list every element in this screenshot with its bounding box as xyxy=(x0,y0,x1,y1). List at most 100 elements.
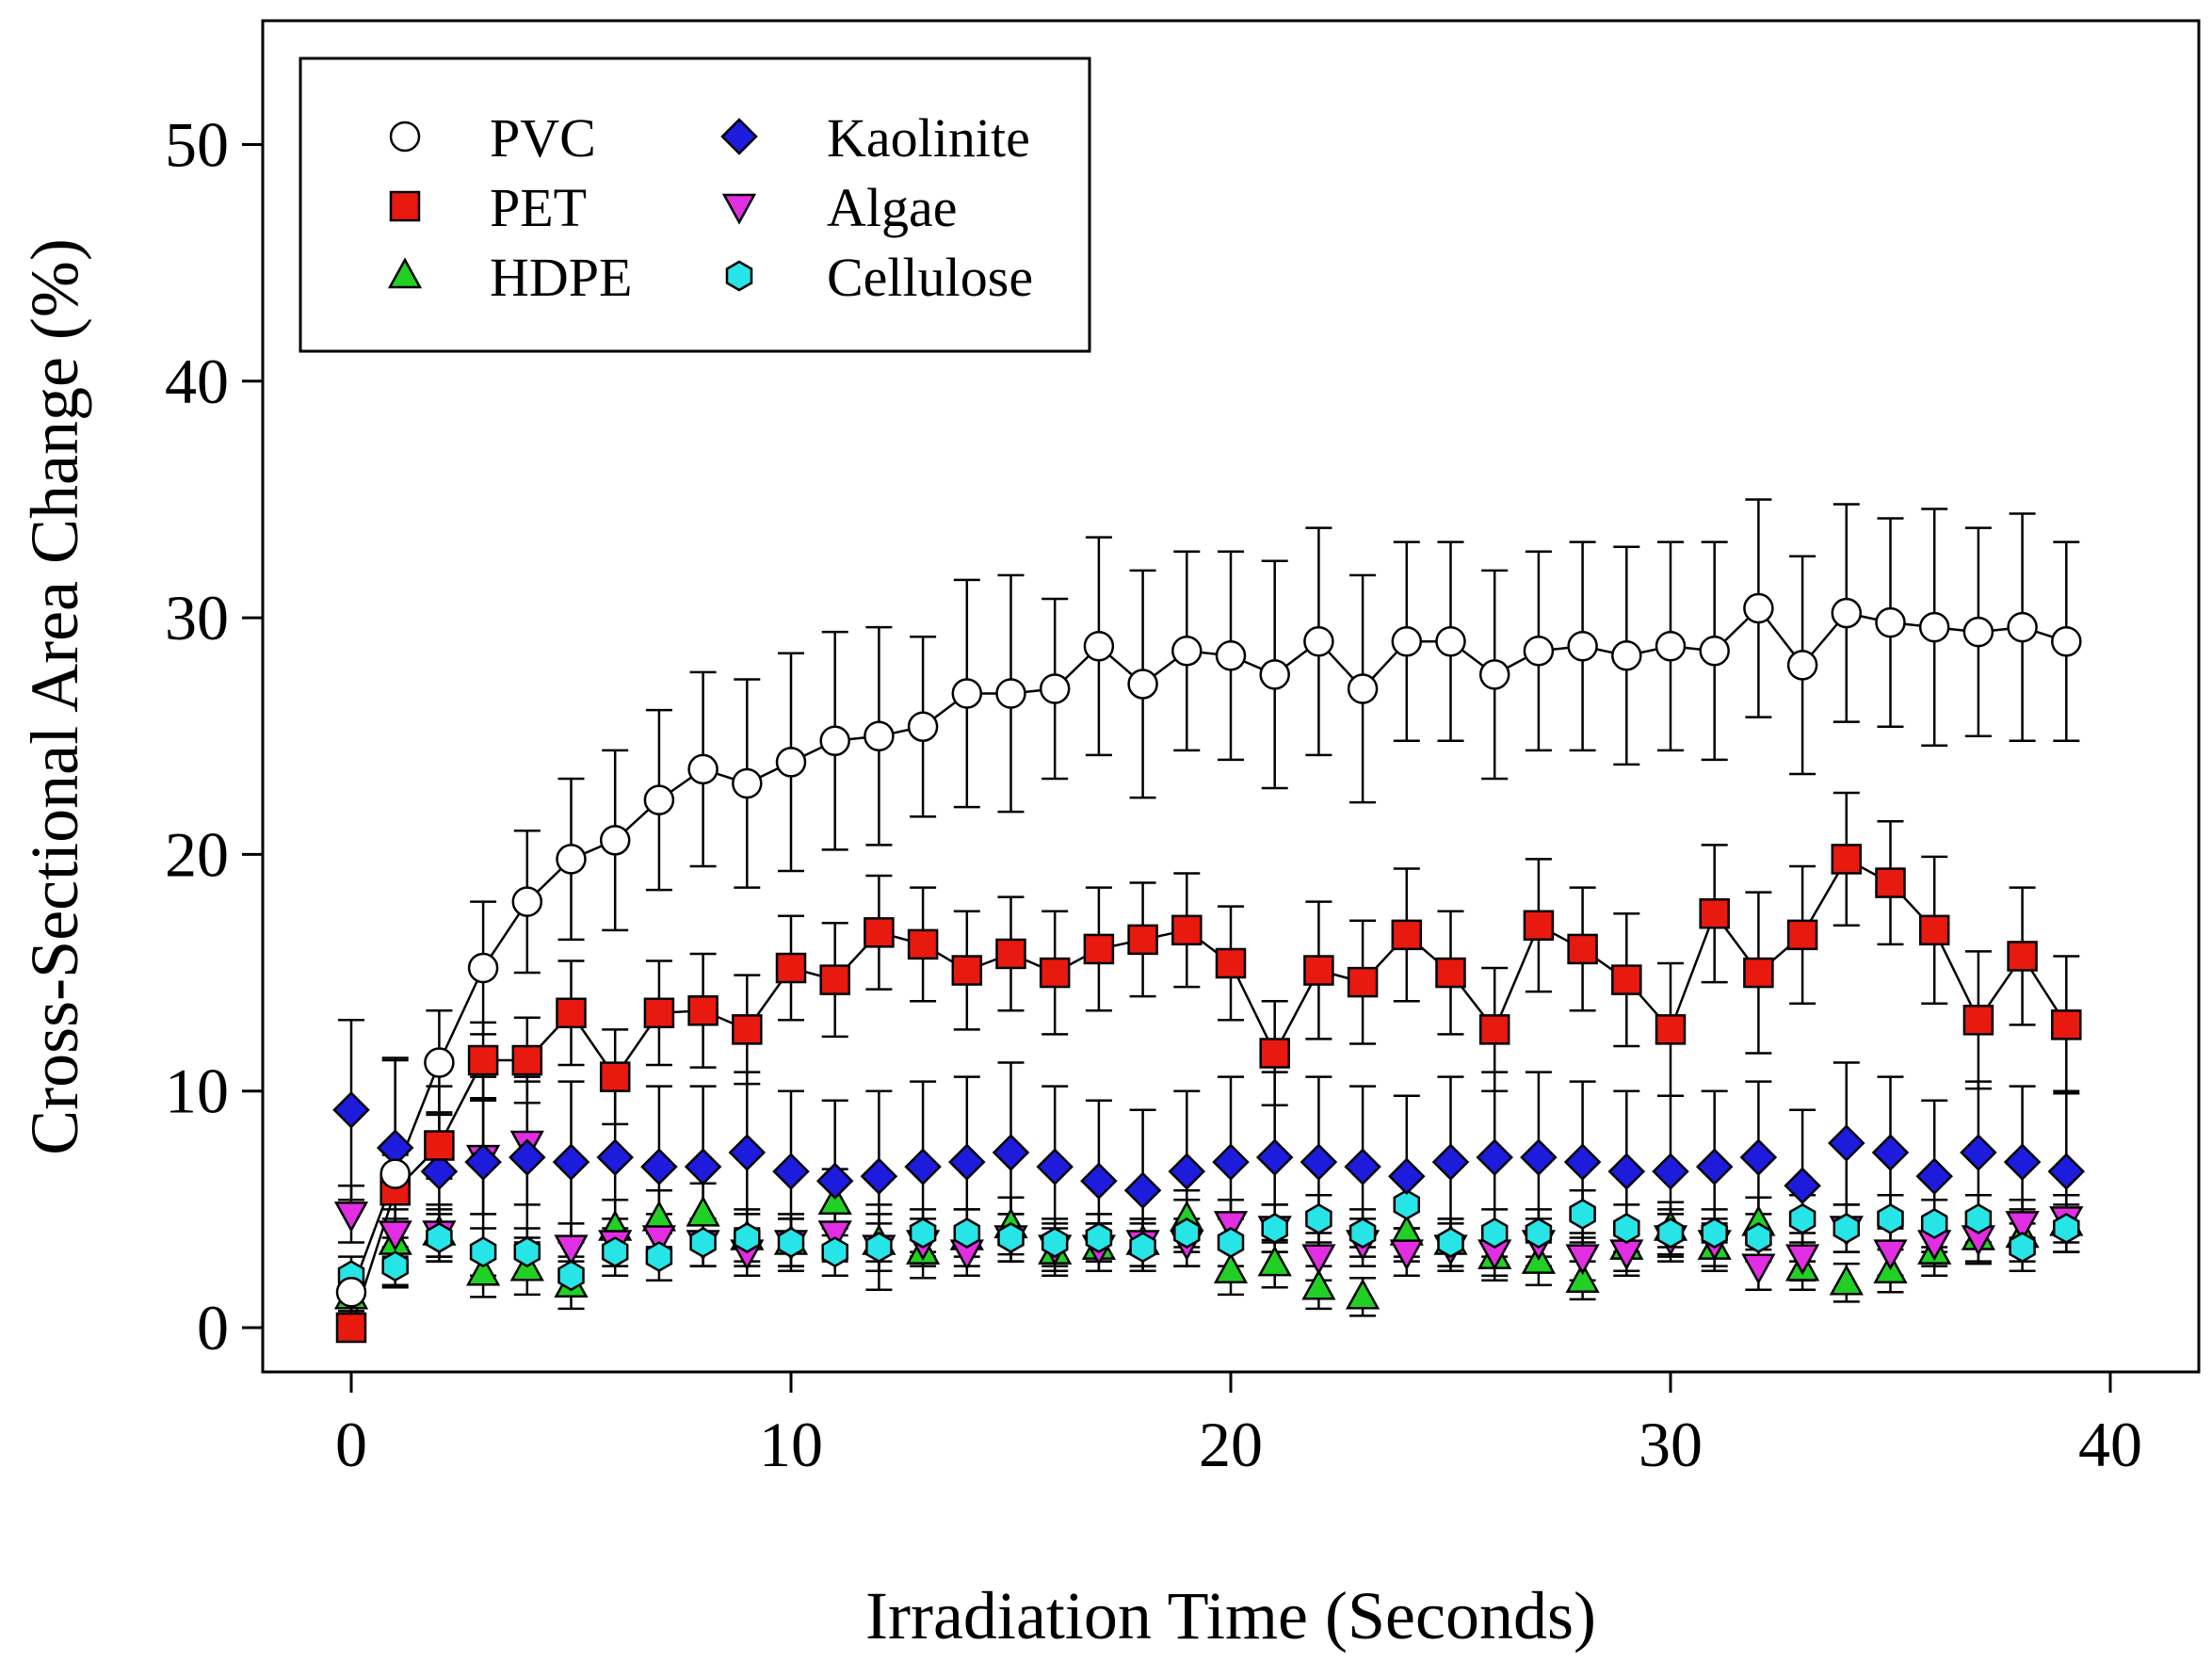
cellulose-data-point xyxy=(734,1222,761,1253)
pet-data-point xyxy=(1786,919,1818,951)
pet-data-point xyxy=(1567,933,1598,965)
kaolinite-data-point xyxy=(2047,1153,2086,1190)
pvc-data-point xyxy=(1699,636,1730,667)
cellulose-data-point xyxy=(1173,1217,1201,1249)
kaolinite-data-point xyxy=(1036,1148,1074,1185)
pvc-data-point xyxy=(1611,640,1642,671)
cellulose-data-point xyxy=(909,1217,937,1249)
cellulose-data-point xyxy=(1085,1222,1113,1253)
kaolinite-data-point xyxy=(1388,1157,1426,1195)
pvc-data-point xyxy=(775,747,807,778)
kaolinite-data-point xyxy=(1300,1143,1338,1181)
pvc-data-point xyxy=(1391,625,1423,657)
cellulose-data-point xyxy=(381,1250,409,1282)
pet-data-point xyxy=(1435,957,1466,989)
pvc-data-point xyxy=(1655,631,1687,662)
kaolinite-data-point xyxy=(332,1091,370,1129)
kaolinite-data-point xyxy=(464,1143,502,1181)
pvc-data-point xyxy=(1567,631,1598,662)
pet-markers xyxy=(335,844,2082,1344)
cellulose-data-point xyxy=(997,1222,1025,1253)
pvc-data-point xyxy=(1171,636,1203,667)
cellulose-data-point xyxy=(1217,1227,1245,1258)
pvc-data-point xyxy=(556,844,587,875)
legend-marker-algae xyxy=(721,193,757,225)
pet-data-point xyxy=(1831,844,1863,875)
pvc-data-point xyxy=(1962,616,1994,648)
algae-data-point xyxy=(378,1220,412,1252)
pvc-data-point xyxy=(335,1277,367,1308)
pet-data-point xyxy=(995,938,1026,970)
pet-data-point xyxy=(1127,924,1158,956)
algae-data-point xyxy=(641,1225,677,1257)
pet-data-point xyxy=(1347,966,1379,998)
algae-data-point xyxy=(817,1220,852,1252)
algae-data-point xyxy=(554,1234,589,1266)
pet-data-point xyxy=(599,1061,631,1092)
kaolinite-data-point xyxy=(1563,1143,1602,1181)
cellulose-data-point xyxy=(1701,1217,1728,1249)
pvc-data-point xyxy=(819,725,850,757)
kaolinite-data-point xyxy=(1476,1138,1513,1176)
algae-data-point xyxy=(2005,1211,2040,1242)
cellulose-data-point xyxy=(1833,1213,1861,1244)
x-tick-label: 40 xyxy=(2078,1409,2142,1480)
pet-data-point xyxy=(1523,910,1555,942)
pvc-data-point xyxy=(1215,640,1247,671)
legend-items: PVC PET HDPE Kaolinite Algae Cellulose xyxy=(387,107,1033,308)
legend-label-algae: Algae xyxy=(827,177,958,238)
cellulose-data-point xyxy=(426,1222,453,1253)
kaolinite-data-point xyxy=(596,1138,634,1176)
pvc-data-point xyxy=(1786,650,1818,681)
kaolinite-data-point xyxy=(1652,1153,1689,1190)
cellulose-data-point xyxy=(1305,1202,1332,1234)
pvc-data-point xyxy=(1743,592,1774,624)
y-tick-label: 20 xyxy=(165,818,229,890)
cellulose-data-point xyxy=(645,1241,673,1273)
legend-label-hdpe: HDPE xyxy=(490,247,632,308)
pvc-data-point xyxy=(1875,606,1906,638)
legend-item-algae: Algae xyxy=(721,177,958,238)
pet-data-point xyxy=(864,917,895,948)
y-tick-label: 50 xyxy=(165,109,229,181)
cellulose-data-point xyxy=(601,1236,629,1268)
legend-marker-pvc xyxy=(389,121,421,153)
kaolinite-data-point xyxy=(772,1153,810,1190)
pet-data-point xyxy=(424,1130,455,1161)
pet-data-point xyxy=(1875,867,1906,898)
pvc-data-point xyxy=(1918,611,1950,643)
pvc-data-point xyxy=(643,784,675,815)
legend-marker-kaolinite xyxy=(720,118,758,155)
pet-data-point xyxy=(819,964,850,995)
pet-data-point xyxy=(1478,1014,1510,1045)
kaolinite-data-point xyxy=(1739,1138,1778,1176)
pet-series-line xyxy=(349,857,2068,1329)
kaolinite-data-point xyxy=(948,1143,986,1181)
kaolinite-data-point xyxy=(728,1134,767,1171)
kaolinite-data-point xyxy=(1431,1143,1470,1181)
pet-data-point xyxy=(1918,914,1950,946)
kaolinite-data-point xyxy=(1695,1148,1734,1185)
pvc-data-point xyxy=(1347,673,1379,704)
pet-data-point xyxy=(951,955,983,986)
kaolinite-data-point xyxy=(2003,1143,2042,1181)
cellulose-data-point xyxy=(1877,1202,1904,1234)
cellulose-data-point xyxy=(689,1227,717,1258)
pet-data-point xyxy=(1655,1014,1687,1045)
x-tick-label: 0 xyxy=(335,1409,367,1480)
cellulose-data-point xyxy=(1129,1232,1156,1264)
kaolinite-data-point xyxy=(420,1153,459,1190)
pet-data-point xyxy=(1699,897,1730,929)
pet-data-point xyxy=(335,1312,367,1344)
legend-marker-cellulose xyxy=(725,260,753,292)
y-tick-label: 0 xyxy=(197,1292,229,1363)
cellulose-data-point xyxy=(469,1236,497,1268)
cellulose-data-point xyxy=(513,1236,541,1268)
algae-data-point xyxy=(1565,1244,1600,1276)
kaolinite-data-point xyxy=(1828,1124,1865,1162)
cellulose-data-point xyxy=(1480,1217,1509,1249)
kaolinite-data-point xyxy=(1915,1157,1953,1195)
kaolinite-data-point xyxy=(1607,1153,1646,1190)
pvc-data-point xyxy=(995,678,1026,709)
